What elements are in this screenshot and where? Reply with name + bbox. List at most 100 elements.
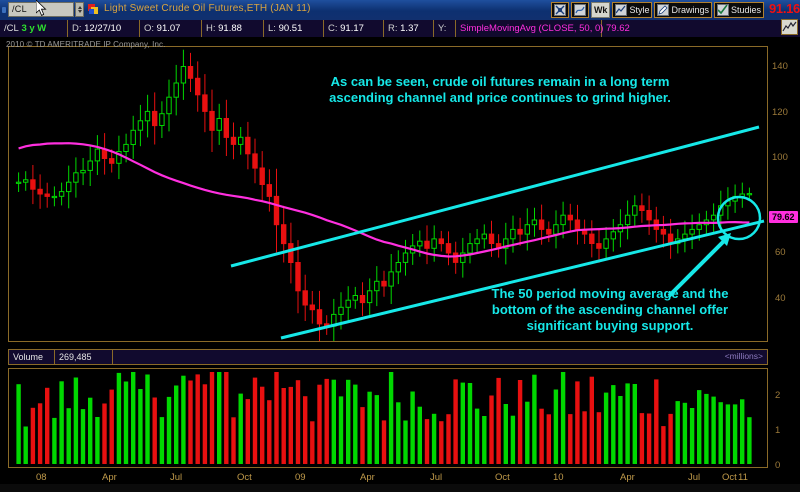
volume-chart-pane[interactable]: [8, 368, 768, 468]
annotation-top-line2: ascending channel and price continues to…: [329, 90, 671, 105]
infobar-range-value: 1.37: [400, 23, 419, 34]
copyright-watermark: 2010 © TD AMERITRADE IP Company, Inc.: [6, 40, 166, 49]
infobar-symbol: /CL: [4, 23, 19, 34]
x-tick-apr: Apr: [620, 472, 635, 483]
infobar-period: 3 y W: [21, 23, 47, 34]
current-price-tag: 79.62: [769, 211, 798, 223]
annotation-top: As can be seen, crude oil futures remain…: [265, 74, 735, 106]
infobar-symbol-period[interactable]: /CL 3 y W: [0, 20, 68, 37]
studies-label: Studies: [730, 4, 761, 15]
x-tick-11: 11: [738, 472, 748, 483]
mouse-cursor-icon: [36, 0, 47, 16]
x-tick-apr: Apr: [360, 472, 375, 483]
y-tick-40: 40: [775, 293, 786, 304]
infobar-date-value: 12/27/10: [84, 23, 122, 34]
symbol-stepper[interactable]: [75, 2, 84, 17]
style-button[interactable]: Style: [612, 2, 653, 18]
x-tick-09: 09: [295, 472, 306, 483]
chart-style-icon: [615, 4, 628, 16]
pencil-icon: [657, 4, 670, 16]
volume-tick-0: 0: [775, 460, 781, 471]
price-chart-svg: [15, 49, 765, 341]
studies-checklist-icon: [716, 4, 729, 16]
x-tick-oct: Oct: [495, 472, 510, 483]
annotation-bottom-line3: significant buying support.: [526, 318, 694, 333]
x-tick-10: 10: [553, 472, 564, 483]
annotation-bottom-line2: bottom of the ascending channel offer: [491, 302, 729, 317]
window-dot: [2, 7, 6, 13]
title-bar: /CL Light Sweet Crude Oil Futures,ETH (J…: [0, 0, 800, 20]
volume-chart-svg: [16, 372, 752, 464]
timeframe-label: Wk: [593, 4, 608, 15]
x-tick-jul: Jul: [688, 472, 701, 483]
infobar-close: C: 91.17: [324, 20, 384, 37]
infobar-study-name-label: SimpleMovingAvg (CLOSE, 50, 0): [460, 23, 604, 34]
y-tick-60: 60: [775, 247, 786, 258]
x-tick-oct: Oct: [237, 472, 252, 483]
drawings-label: Drawings: [671, 4, 709, 15]
infobar-low-value: 90.51: [278, 23, 303, 34]
symbol-input-value: /CL: [12, 4, 27, 14]
price-chart-pane[interactable]: [8, 46, 768, 342]
y-tick-140: 140: [772, 61, 788, 72]
infobar-open-key: O:: [144, 23, 155, 34]
last-price: 91.16: [768, 1, 800, 16]
volume-label: Volume: [9, 350, 55, 364]
volume-study-header[interactable]: Volume 269,485 <millions>: [8, 349, 768, 365]
crosshair-icon: [553, 4, 566, 16]
volume-tick-1: 1: [775, 425, 781, 436]
infobar-low-key: L:: [268, 23, 276, 34]
x-tick-08: 08: [36, 472, 47, 483]
crosshair-tool-button[interactable]: [550, 2, 569, 18]
candlestick-series: [15, 49, 753, 341]
volume-bars: [16, 372, 752, 464]
infobar-study-name[interactable]: SimpleMovingAvg (CLOSE, 50, 0): [456, 20, 604, 37]
quote-info-bar: /CL 3 y W D: 12/27/10 O: 91.07 H: 91.88 …: [0, 20, 800, 38]
highlight-circle: [716, 195, 762, 241]
ascending-channel-lower: [280, 219, 765, 340]
x-tick-apr: Apr: [102, 472, 117, 483]
infobar-close-value: 91.17: [340, 23, 364, 34]
style-label: Style: [629, 4, 650, 15]
volume-value: 269,485: [55, 350, 113, 364]
y-tick-120: 120: [772, 107, 788, 118]
infobar-high: H: 91.88: [202, 20, 264, 37]
instrument-icon: [88, 4, 98, 14]
infobar-range: R: 1.37: [384, 20, 434, 37]
infobar-high-value: 91.88: [218, 23, 242, 34]
annotation-bottom-line1: The 50 period moving average and the: [491, 286, 729, 301]
infobar-low: L: 90.51: [264, 20, 324, 37]
infobar-yield-key: Y:: [438, 23, 447, 34]
infobar-close-key: C:: [328, 23, 338, 34]
x-tick-jul: Jul: [430, 472, 443, 483]
annotation-bottom: The 50 period moving average and the bot…: [455, 286, 765, 334]
annotation-top-line1: As can be seen, crude oil futures remain…: [330, 74, 670, 89]
drawing-tool-button[interactable]: [570, 2, 589, 18]
infobar-open: O: 91.07: [140, 20, 202, 37]
volume-units-label: <millions>: [724, 351, 763, 361]
toolbar: Wk Style Drawings Studies: [550, 2, 764, 18]
volume-tick-2: 2: [775, 390, 781, 401]
y-tick-100: 100: [772, 152, 788, 163]
infobar-date: D: 12/27/10: [68, 20, 140, 37]
infobar-range-key: R:: [388, 23, 398, 34]
infobar-study-value-label: 79.62: [606, 23, 630, 34]
callout-arrow: [667, 233, 731, 298]
infobar-open-value: 91.07: [156, 23, 181, 34]
horizontal-scrollbar[interactable]: [0, 484, 800, 492]
chart-thumbnail-button[interactable]: [781, 19, 798, 35]
drawings-button[interactable]: Drawings: [654, 2, 712, 18]
pencil-draw-icon: [573, 4, 586, 16]
infobar-yield: Y:: [434, 20, 456, 37]
infobar-high-key: H:: [206, 23, 216, 34]
x-tick-oct: Oct: [722, 472, 737, 483]
infobar-date-key: D:: [72, 23, 82, 34]
studies-button[interactable]: Studies: [713, 2, 764, 18]
infobar-study-value: 79.62: [602, 20, 642, 37]
instrument-title: Light Sweet Crude Oil Futures,ETH (JAN 1…: [104, 3, 311, 14]
ascending-channel-upper: [230, 125, 760, 268]
timeframe-button[interactable]: Wk: [590, 2, 611, 18]
sma-50-line: [18, 142, 750, 258]
x-tick-jul: Jul: [170, 472, 183, 483]
